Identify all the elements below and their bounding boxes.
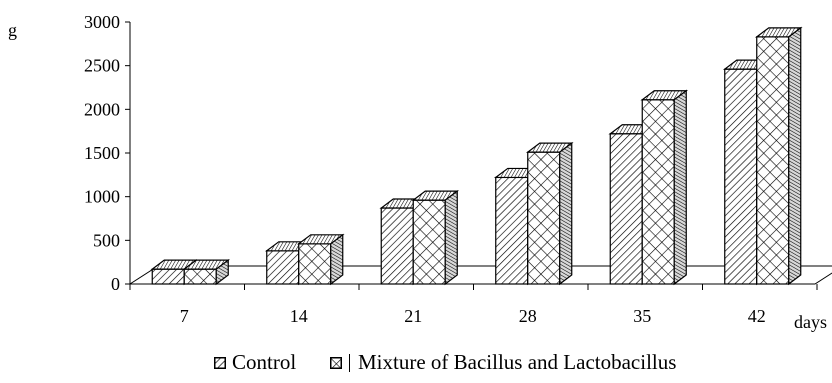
x-tick-label: 28	[519, 306, 537, 326]
legend-label-control: Control	[232, 350, 297, 374]
bar-front	[609, 133, 643, 285]
axes: 0 500 1000 1500 2000 2500 3000 7 14 21 28 35 42	[84, 12, 818, 326]
bar-front	[298, 243, 332, 285]
bar-side	[788, 26, 802, 286]
bar-side	[444, 189, 458, 286]
x-tick-label: 14	[290, 306, 308, 326]
x-tick-label: 21	[404, 306, 422, 326]
y-tick-label: 1500	[84, 143, 120, 163]
bar-front	[724, 68, 758, 285]
legend-swatch-crosshatch-icon	[330, 356, 342, 369]
y-tick-label: 500	[93, 230, 120, 250]
bar-front	[380, 207, 414, 285]
bar-front	[151, 268, 185, 285]
bar-chart: 0 500 1000 1500 2000 2500 3000 7 14 21 28 35 42 g da…	[8, 12, 832, 332]
x-tick-label: 35	[633, 306, 651, 326]
y-tick-label: 0	[111, 274, 120, 294]
legend-item-mixture: Mixture of Bacillus and Lactobacillus	[330, 350, 676, 375]
bar	[296, 233, 345, 286]
y-axis-label: g	[8, 20, 17, 40]
legend: Control Mixture of Bacillus and Lactobac…	[0, 350, 832, 382]
bar	[411, 189, 460, 286]
bar-front	[756, 36, 790, 285]
bar-front	[495, 176, 529, 285]
bar	[754, 26, 803, 286]
bars	[150, 26, 803, 286]
bar-front	[183, 268, 217, 285]
y-tick-label: 2000	[84, 99, 120, 119]
legend-swatch-diagonal-icon	[214, 356, 226, 369]
bar-front	[641, 99, 675, 285]
bar-front	[527, 151, 561, 285]
bar-side	[673, 89, 687, 286]
bar-side	[330, 233, 344, 286]
legend-divider	[349, 353, 350, 372]
y-tick-label: 3000	[84, 12, 120, 32]
bar	[182, 258, 231, 286]
bar-side	[215, 258, 229, 286]
legend-label-mixture: Mixture of Bacillus and Lactobacillus	[358, 350, 677, 374]
bar-side	[559, 141, 573, 286]
bar-front	[266, 250, 300, 285]
x-tick-label: 42	[748, 306, 766, 326]
bar	[525, 141, 574, 286]
x-axis-label: days	[794, 312, 827, 332]
x-tick-label: 7	[180, 306, 189, 326]
bar	[640, 89, 689, 286]
y-tick-label: 2500	[84, 56, 120, 76]
y-tick-label: 1000	[84, 187, 120, 207]
legend-item-control: Control	[214, 350, 296, 375]
bar-front	[412, 199, 446, 285]
axis-labels: g days	[8, 20, 827, 332]
